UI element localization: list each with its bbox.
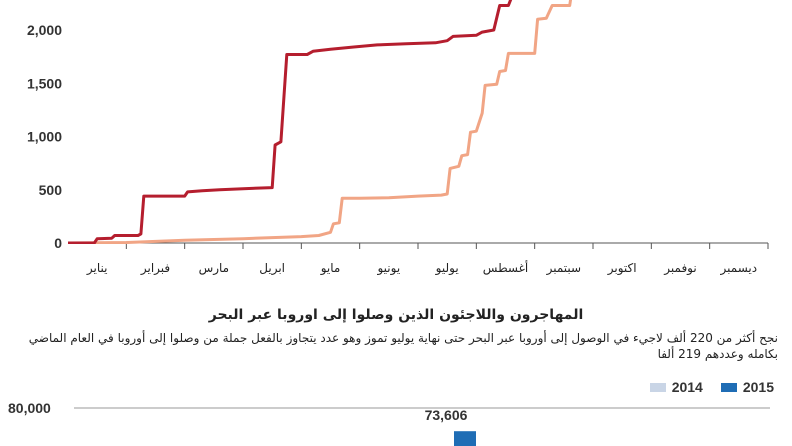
migrant-deaths-line-chart: 2,000 1,500 1,000 500 0 يناير فبراير مارس ابريل… <box>27 0 769 276</box>
bar-data-label: 73,606 <box>425 407 468 423</box>
legend-swatch-2015 <box>720 382 737 392</box>
legend-item-2015: 2015 <box>720 379 774 395</box>
line-series-2014 <box>68 0 573 244</box>
legend-label-2015: 2015 <box>742 379 774 395</box>
month-label: يوليو <box>435 261 459 276</box>
y-tick-label: 1,000 <box>27 129 62 145</box>
month-label: سبتمبر <box>546 261 581 276</box>
month-label: ابريل <box>259 261 285 276</box>
bar-chart-subtitle: نجح أكثر من 220 ألف لاجيء في الوصول إلى … <box>28 331 778 361</box>
month-label: فبراير <box>140 261 170 276</box>
y-tick-label: 1,500 <box>27 75 62 91</box>
line-series-2015 <box>68 0 513 244</box>
y-tick-label: 0 <box>54 235 62 251</box>
bar-y-tick-label: 80,000 <box>8 400 51 416</box>
month-label: نوفمبر <box>663 261 696 276</box>
legend-item-2014: 2014 <box>649 379 703 395</box>
month-label: يونيو <box>376 261 400 276</box>
month-label: مايو <box>320 261 341 276</box>
bar-2015 <box>454 431 476 446</box>
bar-chart-legend: 2014 2015 <box>649 379 774 395</box>
legend-label-2014: 2014 <box>671 379 703 395</box>
y-tick-label: 2,000 <box>27 22 62 38</box>
month-label: اكتوبر <box>607 261 637 276</box>
month-label: ديسمبر <box>720 261 758 276</box>
bar-chart-title: المهاجرون واللاجئون الذين وصلوا إلى اورو… <box>208 307 584 323</box>
y-tick-label: 500 <box>39 182 63 198</box>
month-label: أغسطس <box>483 260 528 276</box>
month-label: يناير <box>86 261 108 276</box>
arrivals-bar-chart: 80,000 73,606 <box>8 400 770 446</box>
month-label: مارس <box>199 261 230 276</box>
legend-swatch-2014 <box>649 382 666 392</box>
